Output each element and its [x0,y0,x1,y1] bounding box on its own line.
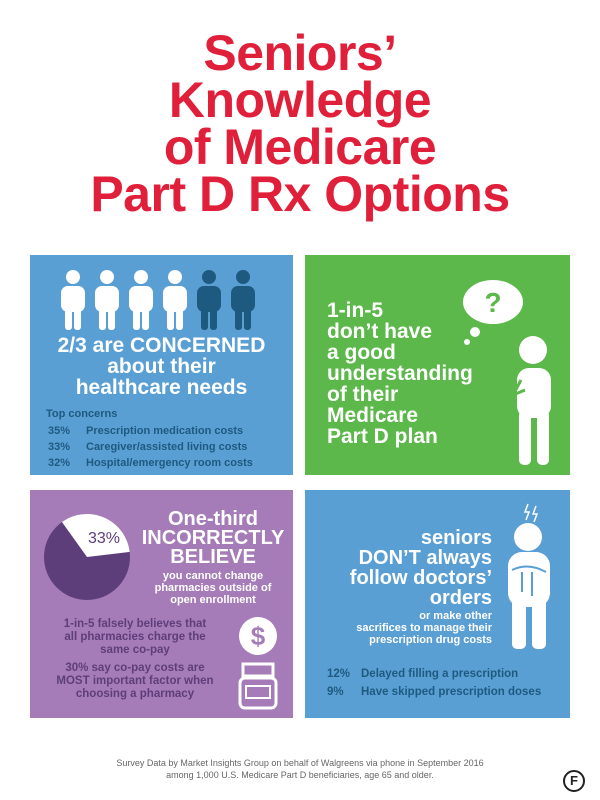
understanding-panel: 1-in-5 don’t have a good understanding o… [305,255,570,475]
concern-pct: 33% [48,441,71,453]
concern-pct: 35% [48,425,71,437]
fact-line: 30% say co-pay costs are [65,662,205,674]
pharmacy-subtext: you cannot change pharmacies outside of … [138,570,288,606]
headline-line: seniors [420,527,492,549]
doctor-icon [508,503,550,649]
headline-line: understanding [327,362,473,385]
concern-row: 35% Prescription medication costs [48,425,243,437]
footnote-line: among 1,000 U.S. Medicare Part D benefic… [166,770,434,780]
concern-label: Prescription medication costs [86,425,244,437]
concern-row: 33% Caregiver/assisted living costs [48,441,247,453]
sub-line: sacrifices to manage their [356,622,492,634]
pharmacy-headline: One-third INCORRECTLY BELIEVE [138,508,288,568]
pie-chart: 33% [44,514,130,600]
pharmacy-panel: 33% One-third INCORRECTLY BELIEVE you ca… [30,490,293,718]
headline-line: 1-in-5 [327,299,384,322]
person-icon [230,270,256,330]
copay-importance-fact: 30% say co-pay costs are MOST important … [50,662,220,701]
svg-text:$: $ [251,621,266,651]
stat-label: Delayed filling a prescription [361,668,519,680]
headline-line: healthcare needs [75,376,248,399]
concerned-person-icon [60,270,86,330]
concerned-headline: 2/3 are CONCERNED about their healthcare… [30,335,293,398]
sub-line: open enrollment [170,594,256,606]
stat-row: 12% Delayed filling a prescription [327,668,518,680]
fact-line: same co-pay [100,644,170,656]
sub-line: prescription drug costs [369,634,492,646]
pie-slice-33 [61,514,130,557]
title-line: Seniors’ [203,25,397,81]
svg-text:?: ? [484,287,501,318]
headline-line: about their [107,355,216,378]
concern-label: Hospital/emergency room costs [86,457,253,469]
concerned-person-icon [162,270,188,330]
stat-pct: 12% [327,668,351,680]
headline-line: of their [327,383,399,406]
doctors-subtext: or make other sacrifices to manage their… [305,610,492,646]
fact-line: MOST important factor when [56,675,214,687]
dollar-icon: $ [239,617,277,655]
fact-line: all pharmacies charge the [64,631,206,643]
headline-line: DON’T always [358,547,492,569]
publisher-logo: F [563,770,585,792]
stat-row: 9% Have skipped prescription doses [327,686,541,698]
doctors-headline: seniors DON’T always follow doctors’ ord… [305,528,492,608]
headline-line: INCORRECTLY [141,527,285,549]
sub-line: pharmacies outside of [154,582,272,594]
headline-line: BELIEVE [170,546,256,568]
copay-fact: 1-in-5 falsely believes that all pharmac… [50,618,220,657]
headline-line: 2/3 are CONCERNED [57,334,266,357]
headline-line: One-third [168,508,258,530]
fact-line: choosing a pharmacy [75,688,195,700]
top-concerns-label: Top concerns [46,408,118,420]
stat-label: Have skipped prescription doses [361,686,542,698]
headline-line: orders [429,587,492,609]
headline-line: don’t have [327,320,433,343]
headline-line: a good [327,341,396,364]
stat-pct: 9% [327,686,344,698]
infographic-title: Seniors’ Knowledge of Medicare Part D Rx… [0,25,600,222]
headline-line: Medicare [327,404,419,427]
footnote-line: Survey Data by Market Insights Group on … [116,758,484,768]
concern-pct: 32% [48,457,71,469]
headline-line: follow doctors’ [349,567,492,589]
understanding-headline: 1-in-5 don’t have a good understanding o… [327,300,473,447]
sub-line: you cannot change [162,570,264,582]
title-line: of Medicare [163,119,437,175]
headline-line: Part D plan [327,425,438,448]
title-line: Part D Rx Options [90,166,510,222]
person-icon [196,270,222,330]
concerned-person-icon [128,270,154,330]
title-line: Knowledge [168,72,432,128]
concern-row: 32% Hospital/emergency room costs [48,457,253,469]
sub-line: or make other [419,610,492,622]
pie-label: 33% [88,530,120,547]
concerned-person-icon [94,270,120,330]
doctors-orders-panel: seniors DON’T always follow doctors’ ord… [305,490,570,718]
fact-line: 1-in-5 falsely believes that [63,618,207,630]
pill-bottle-icon [238,662,278,710]
people-icons [60,270,256,330]
source-footnote: Survey Data by Market Insights Group on … [0,757,600,781]
concern-label: Caregiver/assisted living costs [86,441,248,453]
thinking-person-question-icon: ? [463,280,551,465]
concerned-panel: 2/3 are CONCERNED about their healthcare… [30,255,293,475]
